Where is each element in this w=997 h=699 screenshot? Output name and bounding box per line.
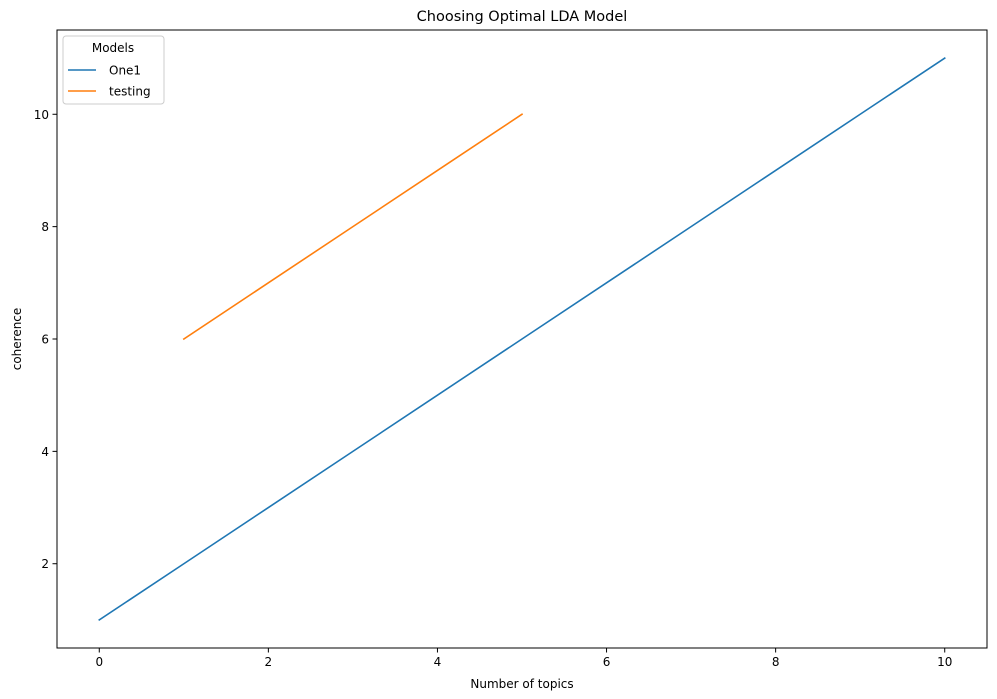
legend-title: Models xyxy=(92,41,134,55)
y-axis-label: coherence xyxy=(10,308,24,371)
series-line-testing xyxy=(182,113,524,341)
x-tick-label: 8 xyxy=(772,655,780,669)
x-tick-label: 6 xyxy=(603,655,611,669)
legend-label-one1: One1 xyxy=(109,64,141,78)
series-lines xyxy=(98,56,946,622)
x-axis: 0 2 4 6 8 10 xyxy=(95,648,952,669)
y-tick-label: 8 xyxy=(41,220,49,234)
series-line-one1 xyxy=(98,56,946,622)
y-tick-label: 10 xyxy=(34,108,49,122)
legend-items: One1 testing xyxy=(68,64,151,99)
x-tick-label: 0 xyxy=(95,655,103,669)
legend-label-testing: testing xyxy=(109,85,151,99)
x-tick-label: 2 xyxy=(265,655,273,669)
x-tick-label: 4 xyxy=(434,655,442,669)
legend: Models One1 testing xyxy=(62,35,165,105)
x-tick-label: 10 xyxy=(937,655,952,669)
y-tick-label: 2 xyxy=(41,557,49,571)
y-tick-label: 4 xyxy=(41,445,49,459)
y-tick-label: 6 xyxy=(41,333,49,347)
plot-area xyxy=(56,29,988,649)
y-axis: 2 4 6 8 10 xyxy=(34,108,57,571)
chart-title: Choosing Optimal LDA Model xyxy=(417,9,628,25)
legend-box xyxy=(62,35,165,105)
x-axis-label: Number of topics xyxy=(470,677,573,691)
